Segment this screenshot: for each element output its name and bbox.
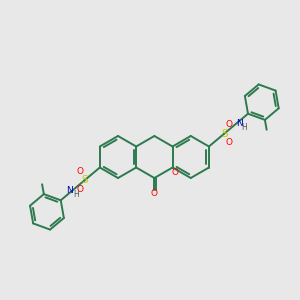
Text: O: O: [171, 168, 178, 177]
Text: O: O: [76, 167, 83, 176]
Text: O: O: [225, 120, 232, 129]
Text: H: H: [74, 190, 79, 199]
Text: N: N: [66, 186, 73, 195]
Text: S: S: [221, 129, 228, 139]
Text: O: O: [151, 190, 158, 199]
Text: S: S: [81, 176, 88, 185]
Text: O: O: [225, 138, 232, 147]
Text: N: N: [236, 119, 243, 128]
Text: O: O: [76, 185, 83, 194]
Text: H: H: [242, 123, 248, 132]
